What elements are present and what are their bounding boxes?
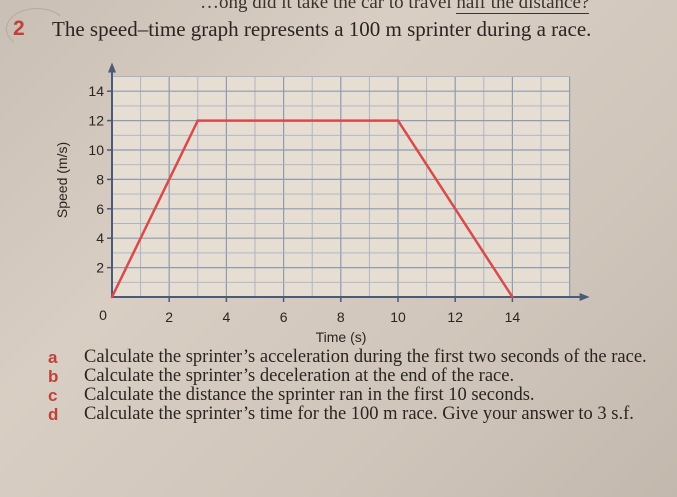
question-parts: a Calculate the sprinter’s acceleration … [48,347,668,425]
part-d-letter: d [48,405,59,424]
x-axis-label: Time (s) [316,329,367,345]
y-axis-label: Speed (m/s) [54,142,70,218]
question-number: 2 [13,17,25,40]
origin-label: 0 [99,307,107,323]
x-tick-label: 10 [390,309,406,325]
y-tick-label: 2 [96,260,104,276]
data-point [511,295,514,299]
y-tick-label: 8 [96,171,104,187]
x-tick-label: 6 [280,309,288,325]
x-tick-label: 4 [223,309,231,325]
part-d: d Calculate the sprinter’s time for the … [48,404,668,425]
y-tick-label: 14 [88,83,104,99]
part-c-text: Calculate the distance the sprinter ran … [84,385,535,405]
part-b-letter: b [48,367,59,386]
x-axis-arrow [579,293,590,301]
x-tick-label: 2 [165,309,173,325]
y-tick-label: 4 [96,230,104,246]
part-a-letter: a [48,348,58,367]
grid [112,76,571,297]
part-a-text: Calculate the sprinter’s acceleration du… [84,347,647,367]
speed-time-graph: 2 4 6 8 10 12 14 2 4 6 8 10 12 14 Time (s) Speed (m/s… [54,62,590,345]
series-layer [110,119,514,299]
data-point [396,119,400,122]
part-c: c Calculate the distance the sprinter ra… [48,385,668,406]
y-tick-label: 12 [88,113,104,129]
part-b: b Calculate the sprinter’s deceleration … [48,366,668,387]
x-tick-label: 8 [337,309,345,325]
x-tick-label: 14 [505,309,521,325]
tick-labels: 2 4 6 8 10 12 14 2 4 6 8 10 12 14 [88,83,520,325]
part-c-letter: c [48,386,58,405]
question-number-circle [6,8,68,50]
part-a: a Calculate the sprinter’s acceleration … [48,347,668,368]
part-b-text: Calculate the sprinter’s deceleration at… [84,366,515,386]
data-point [196,119,200,122]
y-axis-arrow [108,62,116,73]
previous-question-text: …ong did it take the car to travel half … [200,0,590,14]
question-text: The speed–time graph represents a 100 m … [52,17,592,41]
x-tick-label: 12 [447,309,463,325]
previous-question-prefix: …ong did it take the car to travel [200,0,457,13]
part-d-text: Calculate the sprinter’s time for the 10… [84,404,634,424]
y-tick-label: 10 [88,142,104,158]
previous-question-underlined: half the distance? [456,0,590,14]
axes [108,62,590,301]
data-point [110,295,114,299]
y-tick-label: 6 [96,201,104,217]
speed-line [110,119,514,298]
